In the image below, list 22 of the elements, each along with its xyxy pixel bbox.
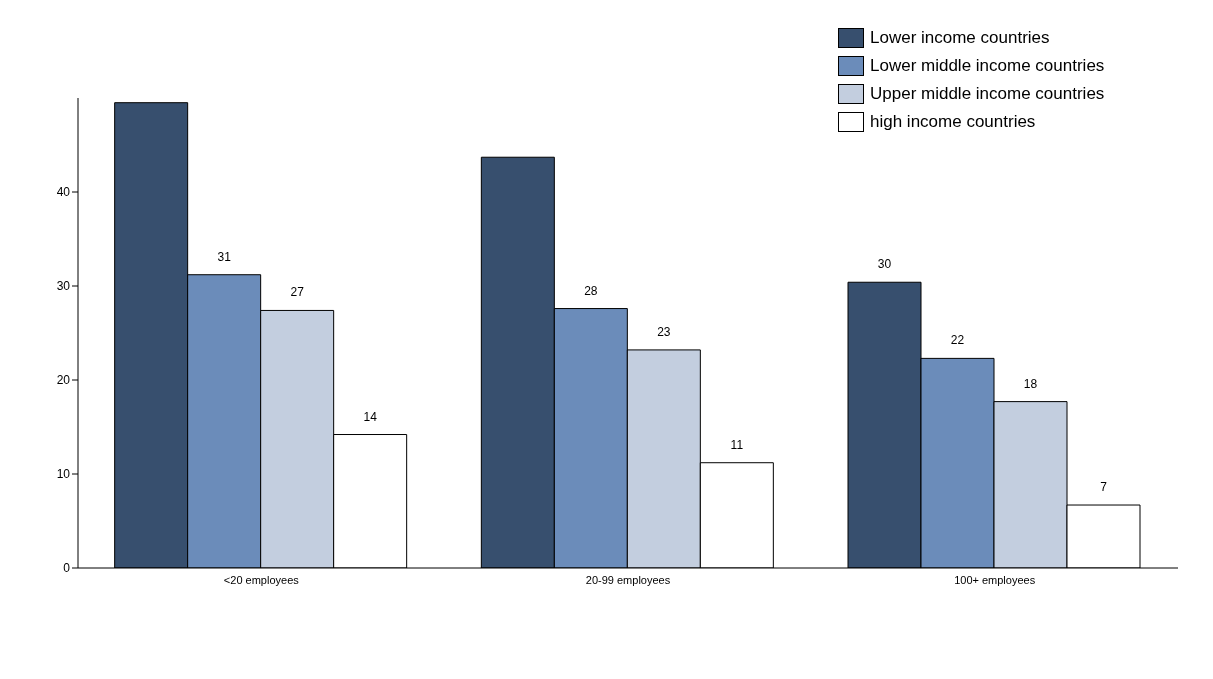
data-label: 7 [1100,480,1108,495]
x-tick-label: <20 employees [223,573,300,586]
data-label: 14 [363,409,378,424]
data-label: 23 [657,324,671,339]
data-label: 30 [877,257,892,272]
legend-label: Upper middle income countries [870,84,1105,104]
legend-label: high income countries [870,112,1036,132]
legend-label: Lower middle income countries [870,56,1105,76]
data-label: 11 [730,437,744,452]
data-label: 18 [1023,376,1038,391]
y-tick-label: 10 [56,467,71,482]
y-tick-label: 40 [56,185,71,200]
data-label: 28 [584,283,598,298]
x-tick-label: 20-99 employees [585,573,671,586]
y-tick-label: 30 [56,279,71,294]
x-tick-label: 100+ employees [954,573,1036,586]
y-tick-label: 20 [56,373,71,388]
y-tick-label: 0 [63,561,71,576]
data-label: 27 [290,285,305,300]
legend-label: Lower income countries [870,28,1050,48]
data-label: 22 [950,333,965,348]
data-label: 31 [217,249,232,264]
